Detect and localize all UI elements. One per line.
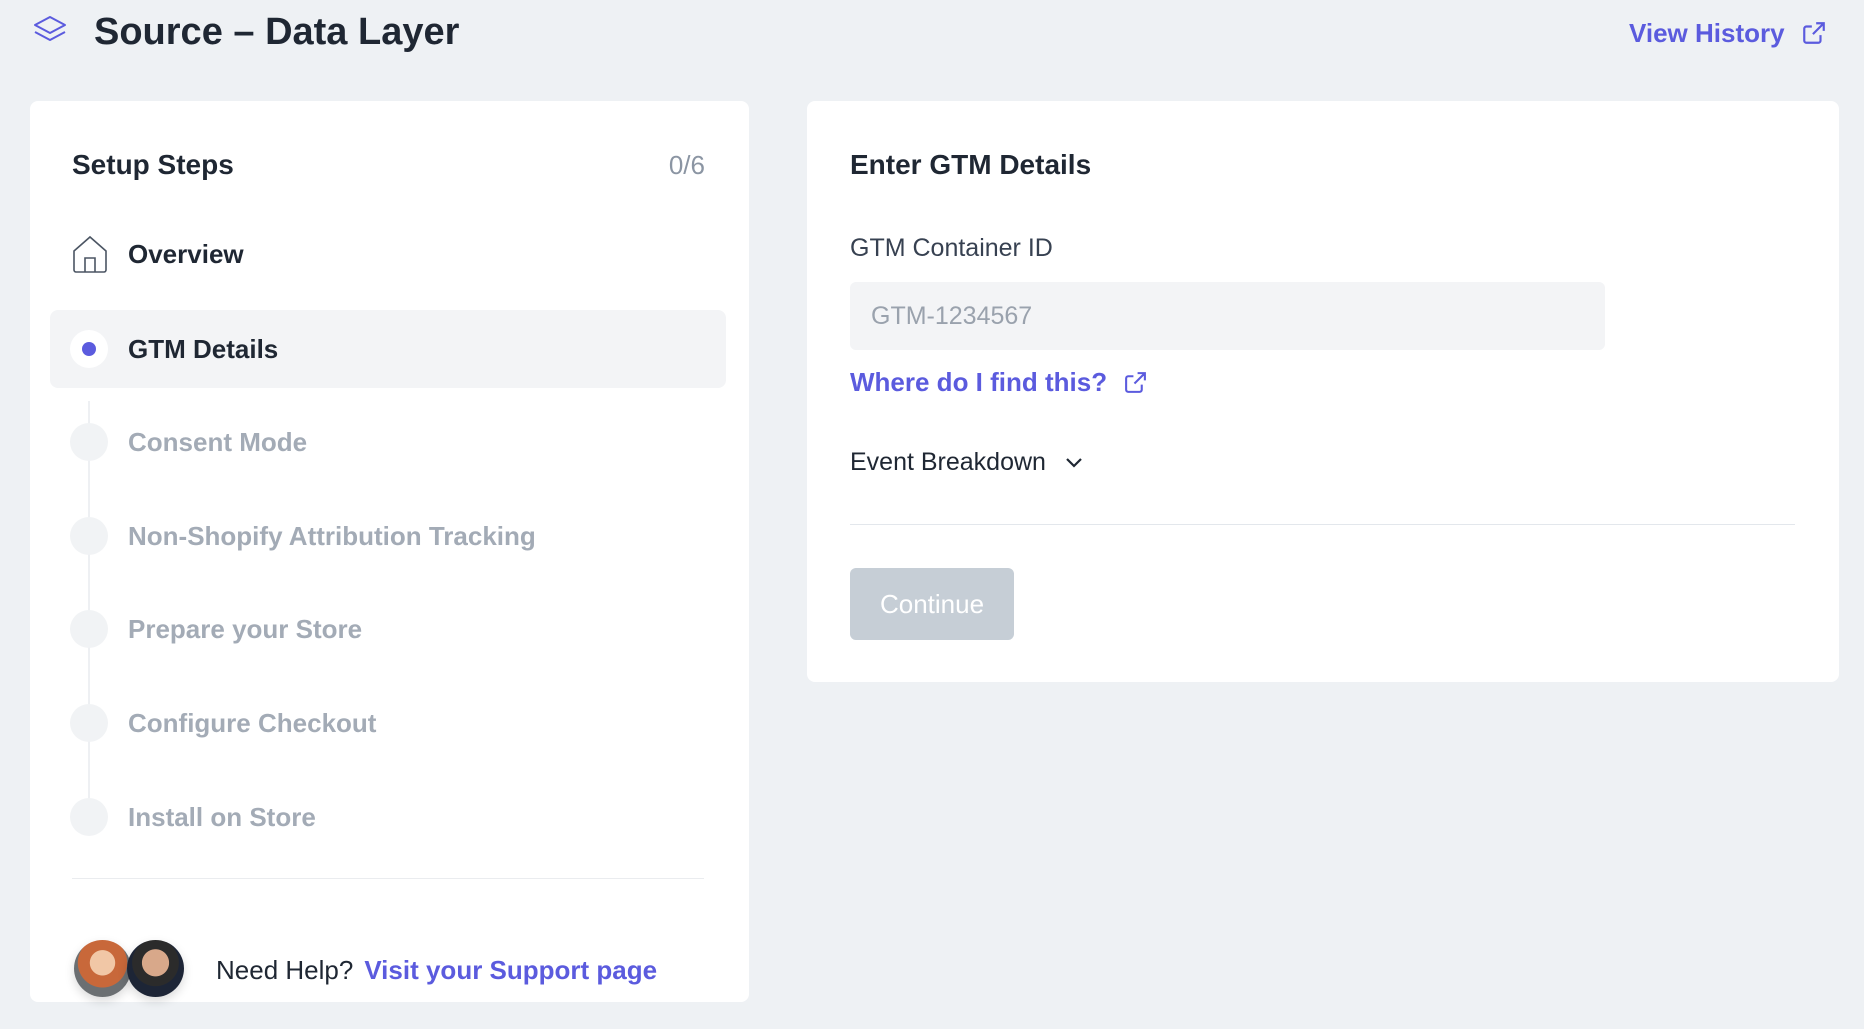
- step-label: Consent Mode: [128, 426, 308, 457]
- setup-steps-card: Setup Steps 0/6 Overview GTM Details Con…: [30, 101, 749, 1002]
- support-avatar: [74, 940, 131, 997]
- step-indicator: [70, 423, 108, 461]
- container-id-input[interactable]: [850, 282, 1605, 350]
- external-link-icon: [1125, 372, 1147, 393]
- step-label: Prepare your Store: [128, 613, 363, 644]
- view-history-link[interactable]: View History: [1629, 16, 1827, 50]
- help-section: Need Help? Visit your Support page: [30, 902, 749, 1002]
- event-breakdown-label: Event Breakdown: [850, 448, 1046, 476]
- support-page-link[interactable]: Visit your Support page: [364, 955, 658, 985]
- where-find-label: Where do I find this?: [850, 367, 1108, 397]
- step-install-store[interactable]: Install on Store: [50, 778, 726, 856]
- gtm-details-card: Enter GTM Details GTM Container ID Where…: [807, 101, 1839, 682]
- step-indicator: [70, 610, 108, 648]
- step-prepare-store[interactable]: Prepare your Store: [50, 590, 726, 668]
- event-breakdown-toggle[interactable]: Event Breakdown: [850, 446, 1084, 478]
- step-indicator: [70, 798, 108, 836]
- container-id-label: GTM Container ID: [850, 234, 1053, 262]
- step-gtm-details[interactable]: GTM Details: [50, 310, 726, 388]
- setup-steps-title: Setup Steps: [72, 149, 234, 180]
- external-link-icon: [1802, 22, 1825, 44]
- view-history-label: View History: [1629, 18, 1785, 48]
- form-title: Enter GTM Details: [850, 149, 1092, 180]
- step-non-shopify-attribution[interactable]: Non-Shopify Attribution Tracking: [50, 497, 726, 575]
- divider: [850, 524, 1795, 525]
- step-label: Install on Store: [128, 801, 316, 832]
- step-label: GTM Details: [128, 333, 279, 364]
- where-find-link[interactable]: Where do I find this?: [850, 367, 1148, 398]
- step-active-indicator: [70, 330, 108, 368]
- chevron-down-icon: [1066, 458, 1082, 468]
- step-label: Non-Shopify Attribution Tracking: [128, 520, 536, 551]
- continue-button[interactable]: Continue: [850, 568, 1014, 640]
- divider: [72, 878, 704, 879]
- steps-progress: 0/6: [668, 150, 705, 180]
- step-label: Configure Checkout: [128, 707, 377, 738]
- step-configure-checkout[interactable]: Configure Checkout: [50, 684, 726, 762]
- step-label: Overview: [128, 238, 244, 269]
- step-indicator: [70, 704, 108, 742]
- page-title: Source – Data Layer: [94, 11, 460, 53]
- step-consent-mode[interactable]: Consent Mode: [50, 403, 726, 481]
- step-indicator: [70, 517, 108, 555]
- support-avatar: [127, 940, 184, 997]
- step-overview[interactable]: Overview: [50, 215, 726, 293]
- home-icon: [73, 235, 107, 273]
- need-help-text: Need Help?: [216, 955, 354, 985]
- layers-icon: [34, 16, 66, 41]
